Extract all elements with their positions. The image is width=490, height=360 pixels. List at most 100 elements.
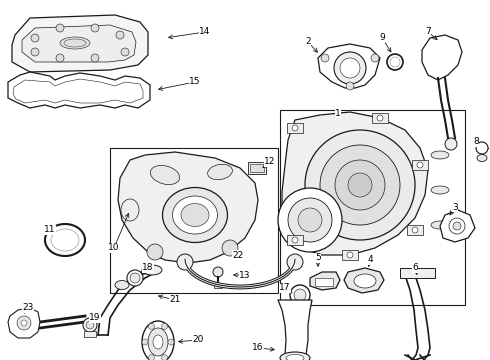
Polygon shape [278, 300, 312, 358]
Circle shape [417, 162, 423, 168]
Circle shape [142, 339, 148, 345]
Text: 9: 9 [379, 33, 385, 42]
Circle shape [412, 227, 418, 233]
Text: 11: 11 [44, 225, 56, 234]
Text: 7: 7 [425, 27, 431, 36]
Circle shape [346, 82, 354, 90]
Circle shape [222, 240, 238, 256]
Bar [372, 113, 388, 123]
Bar [315, 278, 333, 286]
Circle shape [453, 222, 461, 230]
Ellipse shape [431, 186, 449, 194]
Circle shape [56, 24, 64, 32]
Circle shape [177, 254, 193, 270]
Text: 19: 19 [89, 314, 101, 323]
Ellipse shape [60, 37, 90, 49]
Ellipse shape [153, 335, 163, 349]
Bar [84, 331, 96, 337]
Circle shape [278, 188, 342, 252]
Polygon shape [344, 268, 384, 293]
Circle shape [162, 355, 168, 360]
Bar [214, 284, 222, 288]
Bar [407, 225, 423, 235]
Ellipse shape [208, 164, 232, 180]
Circle shape [298, 208, 322, 232]
Circle shape [162, 323, 168, 329]
Circle shape [320, 145, 400, 225]
Polygon shape [440, 210, 475, 242]
Circle shape [334, 52, 366, 84]
Bar [342, 250, 358, 260]
Circle shape [292, 125, 298, 131]
Text: 8: 8 [473, 138, 479, 147]
Circle shape [371, 54, 379, 62]
Circle shape [321, 54, 329, 62]
Circle shape [288, 198, 332, 242]
Text: 14: 14 [199, 27, 211, 36]
Circle shape [449, 218, 465, 234]
Bar [412, 160, 428, 170]
Text: 3: 3 [452, 202, 458, 211]
Text: 5: 5 [315, 253, 321, 262]
Ellipse shape [286, 355, 304, 360]
Text: 13: 13 [239, 270, 251, 279]
Text: 4: 4 [367, 256, 373, 265]
Circle shape [287, 254, 303, 270]
Bar [110, 148, 278, 293]
Circle shape [130, 273, 140, 283]
Polygon shape [318, 44, 380, 88]
Polygon shape [422, 35, 462, 80]
Circle shape [292, 237, 298, 243]
Circle shape [168, 339, 174, 345]
Bar [248, 162, 266, 174]
Text: 16: 16 [252, 343, 264, 352]
Circle shape [31, 34, 39, 42]
Polygon shape [12, 15, 148, 72]
Polygon shape [22, 25, 136, 62]
Circle shape [377, 115, 383, 121]
Ellipse shape [148, 328, 168, 356]
Circle shape [335, 160, 385, 210]
Text: 17: 17 [279, 284, 291, 292]
Ellipse shape [431, 151, 449, 159]
Ellipse shape [45, 224, 85, 256]
Ellipse shape [64, 39, 86, 47]
Circle shape [83, 318, 97, 332]
Circle shape [127, 270, 143, 286]
Text: 1: 1 [335, 108, 341, 117]
Text: 6: 6 [412, 264, 418, 273]
Text: 10: 10 [108, 243, 120, 252]
Circle shape [148, 323, 154, 329]
Polygon shape [118, 152, 258, 263]
Ellipse shape [354, 274, 376, 288]
Bar [287, 123, 303, 133]
Circle shape [147, 244, 163, 260]
Ellipse shape [121, 199, 139, 221]
Bar [250, 164, 264, 172]
Circle shape [390, 57, 400, 67]
Ellipse shape [150, 166, 180, 185]
Ellipse shape [172, 196, 218, 234]
Circle shape [116, 31, 124, 39]
Circle shape [294, 289, 306, 301]
Text: 21: 21 [170, 296, 181, 305]
Circle shape [347, 252, 353, 258]
Text: 22: 22 [232, 251, 244, 260]
Ellipse shape [477, 154, 487, 162]
Circle shape [91, 54, 99, 62]
Bar [400, 268, 435, 278]
Circle shape [91, 24, 99, 32]
Ellipse shape [163, 188, 227, 243]
Ellipse shape [115, 280, 129, 289]
Circle shape [348, 173, 372, 197]
Text: 18: 18 [142, 264, 154, 273]
Polygon shape [282, 112, 428, 255]
Text: 23: 23 [23, 303, 34, 312]
Circle shape [148, 355, 154, 360]
Circle shape [121, 48, 129, 56]
Ellipse shape [280, 352, 310, 360]
Circle shape [21, 320, 27, 326]
Text: 12: 12 [264, 158, 276, 166]
Circle shape [17, 316, 31, 330]
Circle shape [86, 321, 94, 329]
